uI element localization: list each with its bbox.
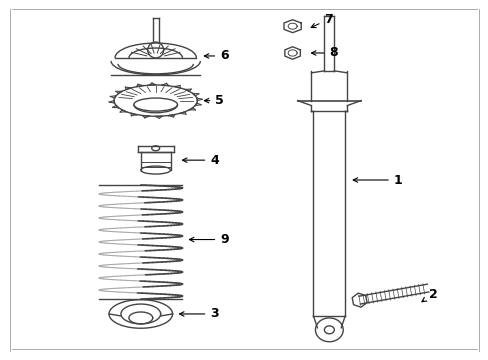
Text: 2: 2 (421, 288, 436, 302)
Text: 4: 4 (182, 154, 219, 167)
Text: 6: 6 (204, 49, 228, 63)
Text: 1: 1 (352, 174, 402, 186)
Text: 9: 9 (189, 233, 228, 246)
Text: 7: 7 (310, 13, 332, 28)
Text: 3: 3 (179, 307, 219, 320)
Text: 5: 5 (204, 94, 224, 107)
Text: 8: 8 (311, 46, 337, 59)
